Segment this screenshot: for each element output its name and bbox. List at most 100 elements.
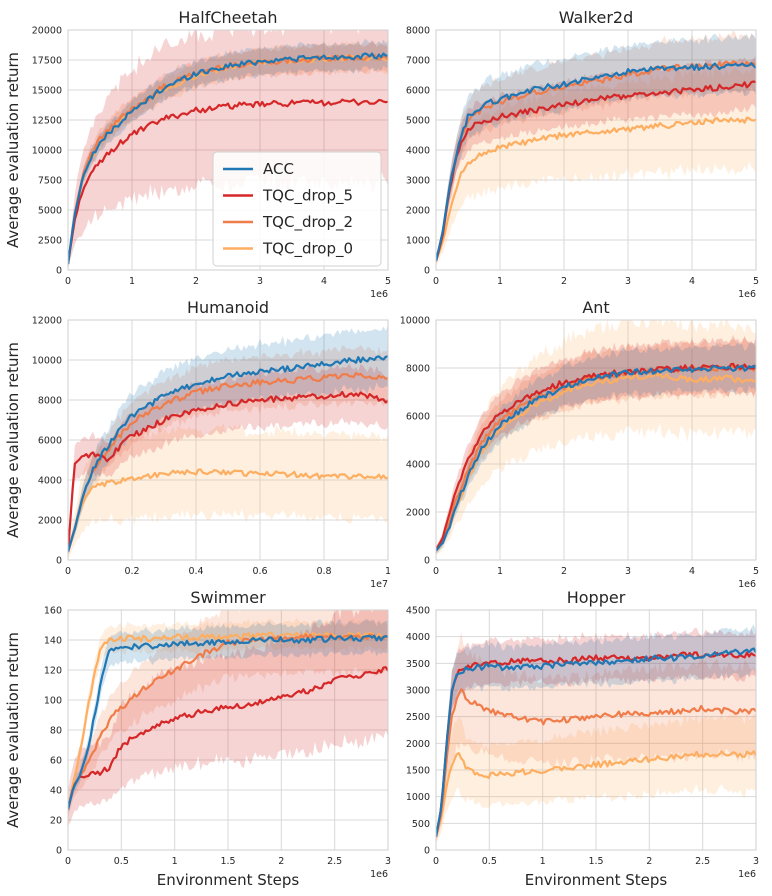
x-tick-label: 2.5 [327, 856, 342, 867]
x-tick-label: 3 [625, 276, 631, 287]
x-tick-label: 0.6 [252, 566, 267, 577]
panel-halfcheetah: 0 2500 5000 7500 10000 12500 15000 17500 20000 0 1… [4, 8, 391, 300]
y-tick-label: 3000 [406, 686, 430, 697]
y-tick-label: 3500 [406, 659, 430, 670]
y-tick-label: 2500 [406, 712, 430, 723]
band-tqc-drop-5 [436, 55, 756, 265]
band-tqc-drop-0 [68, 422, 388, 559]
band-acc [436, 624, 756, 841]
plot-frame [67, 609, 389, 851]
x-tick-label: 0.5 [482, 856, 497, 867]
band-acc [68, 325, 388, 556]
y-tick-label: 500 [412, 819, 430, 830]
series-line-acc [68, 634, 388, 810]
x-tick-label: 5 [753, 566, 759, 577]
series-line-acc [68, 52, 388, 265]
series-line-tqc-drop-5 [436, 80, 756, 262]
plot-frame [435, 29, 757, 271]
x-tick-label: 0.4 [188, 566, 203, 577]
series-line-tqc-drop-5 [68, 98, 388, 265]
x-tick-label: 1 [385, 566, 391, 577]
y-tick-label: 0 [424, 556, 430, 567]
y-tick-label: 160 [44, 606, 62, 617]
panel-title: Humanoid [187, 298, 269, 317]
series-line-acc [436, 364, 756, 552]
y-axis-label: Average evaluation return [4, 52, 22, 248]
x-multiplier: 1e6 [370, 289, 388, 300]
x-tick-label: 2.5 [695, 856, 710, 867]
y-tick-label: 1500 [406, 766, 430, 777]
y-tick-label: 2000 [406, 206, 430, 217]
plot-frame [67, 319, 389, 561]
x-multiplier: 1e6 [738, 869, 756, 880]
y-tick-label: 0 [56, 846, 62, 857]
band-tqc-drop-2 [436, 337, 756, 555]
y-tick-label: 4000 [406, 632, 430, 643]
y-tick-label: 4000 [406, 146, 430, 157]
panel-swimmer: 0 20 40 60 80 100 120 140 160 0 0.5 1 1.5 2 2.5 3 Swimme… [4, 588, 391, 889]
y-tick-label: 2000 [406, 508, 430, 519]
x-tick-label: 1 [540, 856, 546, 867]
y-tick-label: 12500 [32, 116, 62, 127]
legend-box [212, 151, 382, 267]
panel-title: Hopper [567, 588, 626, 607]
y-tick-label: 8000 [38, 396, 62, 407]
y-tick-label: 0 [424, 846, 430, 857]
panel-title: Swimmer [190, 588, 266, 607]
band-tqc-drop-5 [68, 363, 388, 556]
y-tick-label: 2000 [38, 516, 62, 527]
x-multiplier: 1e7 [370, 579, 388, 590]
y-tick-label: 6000 [406, 412, 430, 423]
x-tick-label: 1.5 [220, 856, 235, 867]
y-tick-label: 10000 [400, 316, 430, 327]
legend-label-acc: ACC [263, 160, 294, 178]
panel-ant: 0 2000 4000 6000 8000 10000 0 1 2 3 4 5 Ant 1e6 [400, 298, 759, 590]
x-tick-label: 0 [433, 566, 439, 577]
plot-frame [435, 609, 757, 851]
y-tick-label: 15000 [32, 86, 62, 97]
band-tqc-drop-5 [68, 610, 388, 826]
series-line-acc [436, 62, 756, 262]
x-tick-label: 3 [625, 566, 631, 577]
series-line-acc [436, 647, 756, 837]
y-tick-label: 5000 [38, 206, 62, 217]
y-tick-label: 20000 [32, 26, 62, 37]
panel-hopper: 0 500 1000 1500 2000 2500 3000 3500 4000 4500 0 0.5… [406, 588, 759, 889]
panel-humanoid: 0 2000 4000 6000 8000 10000 12000 0 0.2 0.4 0.6 0.8… [4, 298, 391, 590]
x-tick-label: 0.5 [114, 856, 129, 867]
plot-data [68, 30, 388, 270]
plot-data [68, 325, 388, 559]
series-line-tqc-drop-0 [68, 468, 388, 553]
y-axis-label: Average evaluation return [4, 342, 22, 538]
panel-title: Ant [582, 298, 609, 317]
x-tick-label: 5 [385, 276, 391, 287]
x-multiplier: 1e6 [738, 579, 756, 590]
band-tqc-drop-0 [436, 320, 756, 556]
x-tick-label: 4 [321, 276, 327, 287]
x-tick-label: 0 [65, 566, 71, 577]
x-tick-label: 2 [561, 276, 567, 287]
y-tick-label: 3000 [406, 176, 430, 187]
legend-label-tqc-drop-0: TQC_drop_0 [262, 240, 353, 259]
y-tick-label: 4000 [406, 460, 430, 471]
y-tick-label: 2000 [406, 739, 430, 750]
series-line-tqc-drop-0 [436, 371, 756, 552]
legend-label-tqc-drop-5: TQC_drop_5 [262, 187, 353, 206]
y-tick-label: 7000 [406, 56, 430, 67]
plot-data [68, 610, 388, 826]
x-tick-label: 1.5 [588, 856, 603, 867]
legend: ACC TQC_drop_5 TQC_drop_2 TQC_drop_0 [212, 151, 382, 267]
y-tick-label: 6000 [406, 86, 430, 97]
series-line-acc [68, 355, 388, 553]
y-tick-label: 2500 [38, 236, 62, 247]
y-tick-label: 80 [50, 726, 62, 737]
y-tick-label: 10000 [32, 356, 62, 367]
band-tqc-drop-2 [68, 610, 388, 818]
y-tick-label: 0 [56, 266, 62, 277]
band-tqc-drop-2 [436, 632, 756, 843]
x-tick-label: 1 [497, 276, 503, 287]
x-tick-label: 0 [433, 276, 439, 287]
plot-frame [435, 319, 757, 561]
series-line-tqc-drop-2 [436, 688, 756, 837]
